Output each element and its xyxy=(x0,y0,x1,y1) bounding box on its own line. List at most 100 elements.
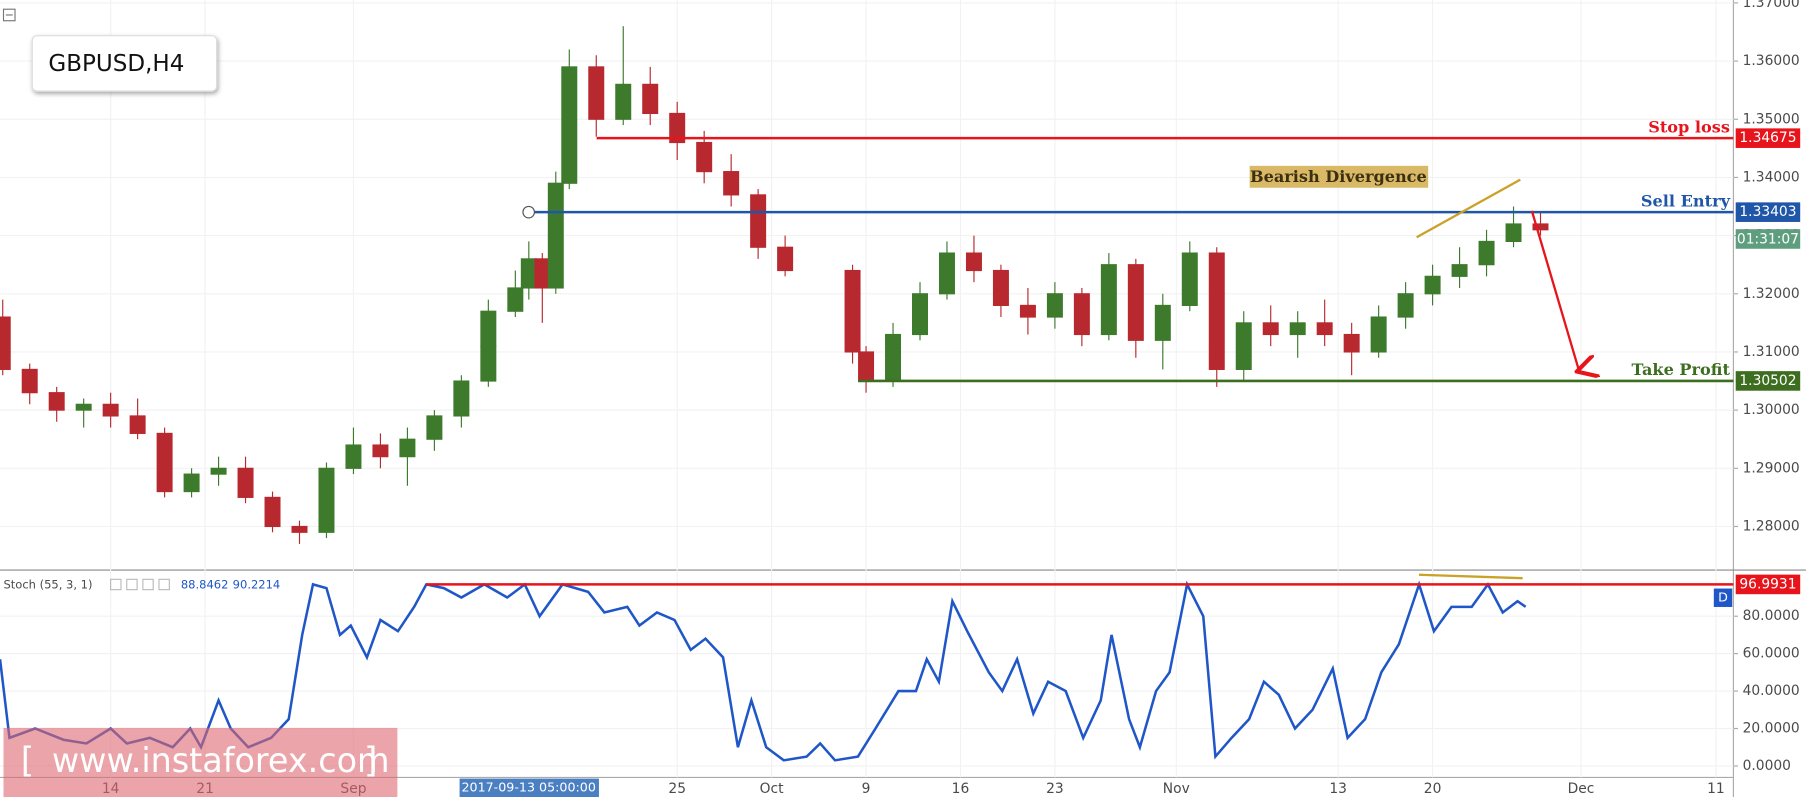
candle-body xyxy=(1046,293,1063,318)
level-name: Sell Entry xyxy=(1641,191,1731,210)
candle-body xyxy=(547,182,564,289)
level-price-box xyxy=(1735,371,1801,391)
level-price: 96.9931 xyxy=(1739,576,1796,592)
candle-body xyxy=(1262,322,1279,336)
level-price-box xyxy=(1735,202,1801,222)
candle-body xyxy=(345,444,362,469)
indicator-icon[interactable] xyxy=(158,578,170,591)
annotation: Bearish Divergence xyxy=(1250,167,1427,186)
x-tick-label: Oct xyxy=(760,781,784,797)
candle-body xyxy=(453,380,470,417)
y-tick-label: 40.0000 xyxy=(1743,683,1800,699)
stoch-line xyxy=(0,580,1527,762)
candle-body xyxy=(426,415,443,440)
symbol-title: GBPUSD,H4 xyxy=(48,51,184,77)
divergence-line xyxy=(1418,573,1523,580)
candle-body xyxy=(1478,240,1495,266)
watermark-box xyxy=(3,727,398,797)
target-arrow xyxy=(1530,210,1579,371)
candle-body xyxy=(1505,223,1522,242)
candle-body xyxy=(1397,293,1414,318)
x-tick-label: 16 xyxy=(952,781,970,797)
level-price-box xyxy=(1735,128,1801,148)
indicator-icon[interactable] xyxy=(126,578,138,591)
candle-body xyxy=(102,403,119,417)
indicator-value: 90.2214 xyxy=(233,578,281,592)
candle-body xyxy=(372,444,389,458)
candle-body xyxy=(21,368,38,394)
level-price: 1.30502 xyxy=(1739,373,1796,389)
y-tick-label: 1.30000 xyxy=(1743,402,1800,418)
indicator-title: Stoch (55, 3, 1) xyxy=(3,578,92,592)
candle-body xyxy=(1100,264,1117,336)
candle-body xyxy=(912,293,928,336)
candle-body xyxy=(1424,275,1441,295)
candle-body xyxy=(723,171,740,196)
candle-body xyxy=(1073,293,1090,336)
candle-body xyxy=(696,141,713,173)
crosshair-label: 2017-09-13 05:00:00 xyxy=(461,779,595,794)
candle-body xyxy=(669,112,686,144)
candle-body xyxy=(777,246,794,272)
badge: D xyxy=(1718,589,1728,604)
candle-body xyxy=(291,525,308,533)
annotation-box xyxy=(1249,165,1429,188)
candle-body xyxy=(1235,322,1252,370)
badge-box xyxy=(1713,588,1733,607)
x-tick-label: 9 xyxy=(862,781,871,797)
candle-body xyxy=(561,66,578,184)
indicator-icon[interactable] xyxy=(110,578,122,591)
candle-body xyxy=(1289,322,1306,336)
x-tick-label: 25 xyxy=(668,781,686,797)
level-name: Stop loss xyxy=(1648,117,1730,136)
candle-body xyxy=(156,432,173,493)
candle-body xyxy=(1316,322,1333,336)
candle-body xyxy=(1451,264,1468,277)
indicator-value: 88.8462 xyxy=(181,578,229,592)
candle-body xyxy=(642,83,659,115)
candle-body xyxy=(399,438,416,458)
y-tick-label: 1.29000 xyxy=(1743,460,1800,476)
x-tick-label: 11 xyxy=(1707,781,1725,797)
symbol-box xyxy=(31,35,218,92)
y-tick-label: 60.0000 xyxy=(1743,646,1800,662)
candle-body xyxy=(129,415,146,434)
watermark: www.instaforex.com xyxy=(52,741,390,780)
divergence-line xyxy=(1416,178,1521,239)
x-tick-label: 23 xyxy=(1046,781,1064,797)
x-tick-label: 13 xyxy=(1329,781,1347,797)
candle-body xyxy=(210,467,227,475)
candle-body xyxy=(183,473,200,493)
candle-body xyxy=(965,252,982,272)
y-tick-label: 20.0000 xyxy=(1743,721,1800,737)
candle-body xyxy=(588,66,605,120)
candle-body xyxy=(75,403,92,411)
x-tick-label: Nov xyxy=(1163,781,1190,797)
level-name: Take Profit xyxy=(1632,360,1731,379)
entry-marker xyxy=(522,205,536,219)
candle-body xyxy=(318,467,335,533)
y-tick-label: 1.28000 xyxy=(1743,518,1800,534)
candle-body xyxy=(1343,333,1360,353)
indicator-icon[interactable] xyxy=(142,578,154,591)
candle-body xyxy=(750,194,767,248)
candle-body xyxy=(1532,223,1549,231)
candle-body xyxy=(520,258,537,289)
candle-body xyxy=(1208,252,1225,370)
candle-body xyxy=(264,496,281,528)
y-tick-label: 1.32000 xyxy=(1743,286,1800,302)
y-tick-label: 1.34000 xyxy=(1743,169,1800,185)
candle-body xyxy=(237,467,254,498)
countdown-box xyxy=(1735,229,1801,249)
level-price: 1.34675 xyxy=(1739,130,1796,146)
candle-body xyxy=(1019,304,1036,318)
candle-body xyxy=(885,333,902,382)
x-tick-label: 20 xyxy=(1424,781,1442,797)
level-price: 1.33403 xyxy=(1739,204,1796,220)
crosshair-box xyxy=(459,778,599,797)
y-tick-label: 80.0000 xyxy=(1743,608,1800,624)
y-tick-label: 0.0000 xyxy=(1743,758,1791,774)
watermark-bracket: ] xyxy=(364,741,377,781)
candle-body xyxy=(615,83,632,120)
